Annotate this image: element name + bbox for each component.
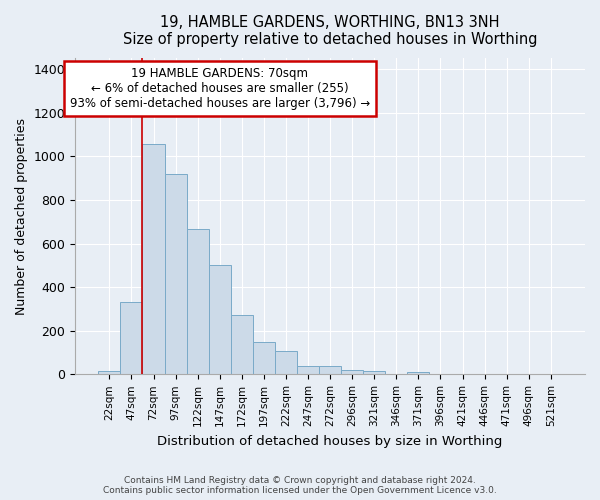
- Text: 19 HAMBLE GARDENS: 70sqm
← 6% of detached houses are smaller (255)
93% of semi-d: 19 HAMBLE GARDENS: 70sqm ← 6% of detache…: [70, 68, 370, 110]
- Bar: [253, 342, 275, 374]
- Bar: [164, 174, 187, 374]
- Text: Contains HM Land Registry data © Crown copyright and database right 2024.
Contai: Contains HM Land Registry data © Crown c…: [103, 476, 497, 495]
- X-axis label: Distribution of detached houses by size in Worthing: Distribution of detached houses by size …: [157, 434, 503, 448]
- Bar: [341, 370, 363, 374]
- Bar: [275, 352, 297, 374]
- Bar: [363, 371, 385, 374]
- Bar: [407, 372, 430, 374]
- Bar: [98, 371, 121, 374]
- Bar: [231, 316, 253, 374]
- Bar: [121, 302, 142, 374]
- Title: 19, HAMBLE GARDENS, WORTHING, BN13 3NH
Size of property relative to detached hou: 19, HAMBLE GARDENS, WORTHING, BN13 3NH S…: [123, 15, 538, 48]
- Bar: [297, 366, 319, 374]
- Bar: [319, 366, 341, 374]
- Y-axis label: Number of detached properties: Number of detached properties: [15, 118, 28, 315]
- Bar: [187, 230, 209, 374]
- Bar: [209, 266, 231, 374]
- Bar: [142, 144, 164, 374]
